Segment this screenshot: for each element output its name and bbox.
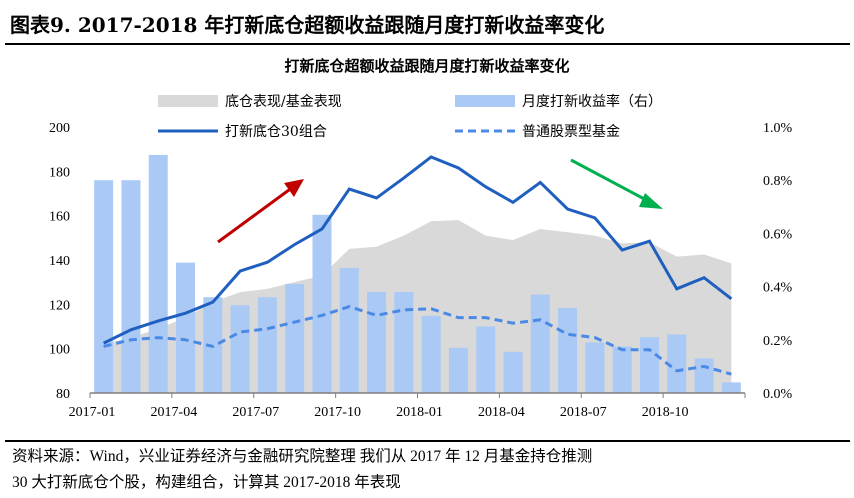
legend-area-swatch [158,95,218,107]
bar [285,283,305,393]
x-tick-label: 2017-01 [69,405,116,420]
bar [257,297,277,393]
legend-solid-label: 打新底仓30组合 [225,123,327,140]
chart-title: 打新底仓超额收益跟随月度打新收益率变化 [284,57,569,75]
legend-bar-label: 月度打新收益率（右） [522,93,662,110]
line-series-portfolio [102,155,733,345]
y-left-tick-label: 140 [49,254,70,269]
up-trend-arrow [217,179,304,244]
bar [585,342,605,393]
figure-title: 图表9. 2017-2018 年打新底仓超额收益跟随月度打新收益率变化 [10,13,604,37]
legend-area-label: 底仓表现/基金表现 [225,93,342,110]
line-series-equity-fund [103,304,732,376]
x-tick-label: 2017-07 [232,405,279,420]
y-right-tick-label: 0.8% [763,174,793,189]
y-left-tick-label: 160 [49,210,70,225]
down-trend-arrow [570,158,663,209]
bar [667,334,687,393]
x-tick-label: 2017-10 [314,405,361,420]
y-right-tick-label: 0.0% [763,387,793,402]
x-tick-label: 2017-04 [151,405,198,420]
x-tick-label: 2018-01 [396,405,443,420]
bar [503,351,523,393]
bar [367,291,387,393]
legend-dashed-label: 普通股票型基金 [522,123,620,140]
bar [394,291,414,393]
y-left-tick-label: 80 [56,387,70,402]
bar [421,315,441,393]
bar [312,214,332,393]
y-right-tick-label: 1.0% [763,121,793,136]
bar [339,267,359,393]
bar [639,337,659,393]
bar [121,180,141,393]
y-left-tick-label: 100 [49,343,70,358]
y-left-tick-label: 180 [49,165,70,180]
bar [612,346,632,393]
source-note-line1: 资料来源：Wind，兴业证券经济与金融研究院整理 我们从 2017 年 12 月… [12,446,592,465]
bar [94,180,114,393]
legend-bar-swatch [455,95,515,107]
bar [476,326,496,393]
y-right-tick-label: 0.6% [763,227,793,242]
x-tick-label: 2018-07 [560,405,607,420]
y-right-tick-label: 0.2% [763,334,793,349]
x-tick-label: 2018-04 [478,405,525,420]
bar [230,305,250,393]
x-tick-label: 2018-10 [642,405,689,420]
bar [148,154,168,393]
plot-area: 2017-01 2017-04 2017-07 2017-10 2018-01 2018-… [49,121,793,420]
bar [558,307,578,393]
bar [694,358,714,393]
y-left-tick-label: 200 [49,121,70,136]
y-right-tick-label: 0.4% [763,281,793,296]
source-note-line2: 30 大打新底仓个股，构建组合，计算其 2017-2018 年表现 [12,472,401,491]
y-left-tick-label: 120 [49,298,70,313]
bar [448,347,468,393]
bar [176,262,196,393]
bar [721,382,741,393]
bar [530,294,550,393]
